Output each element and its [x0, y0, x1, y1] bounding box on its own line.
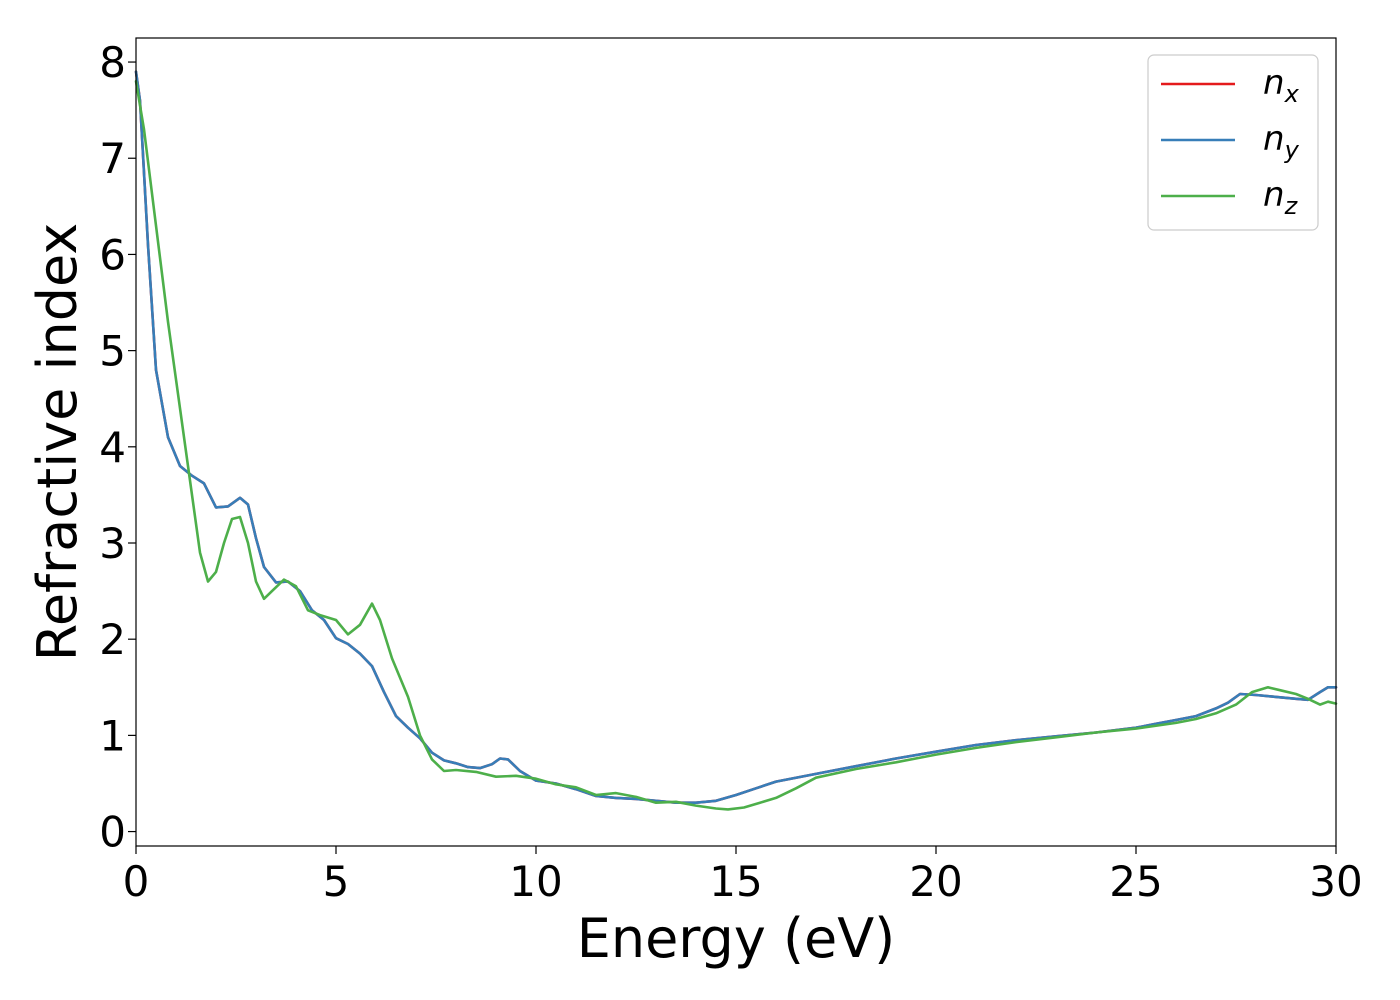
y-tick-label: 2: [99, 615, 126, 664]
y-tick-label: 0: [99, 808, 126, 857]
y-tick-label: 5: [99, 327, 126, 376]
y-axis-ticks: 0 1 2 3 4 5 6 7 8: [99, 38, 136, 857]
series-line-ny: [134, 70, 1338, 804]
x-tick-label: 10: [509, 857, 562, 906]
y-tick-label: 4: [99, 423, 126, 472]
x-tick-label: 30: [1309, 857, 1362, 906]
y-tick-label: 8: [99, 38, 126, 87]
y-tick-label: 1: [99, 711, 126, 760]
x-tick-label: 0: [123, 857, 150, 906]
y-tick-label: 7: [99, 134, 126, 183]
series-line-nz: [134, 80, 1338, 811]
plot-lines: [134, 70, 1338, 811]
legend-box: [1147, 54, 1319, 231]
x-tick-label: 5: [323, 857, 350, 906]
x-axis-label: Energy (eV): [577, 907, 896, 970]
x-tick-label: 15: [709, 857, 762, 906]
legend-label-nx: nx: [1263, 63, 1300, 108]
x-tick-label: 25: [1109, 857, 1162, 906]
x-axis-ticks: 0 5 10 15 20 25 30: [123, 846, 1363, 906]
y-tick-label: 6: [99, 230, 126, 279]
y-tick-label: 3: [99, 519, 126, 568]
legend-label-ny: ny: [1263, 119, 1300, 164]
y-axis-label: Refractive index: [26, 223, 89, 662]
legend: nx ny nz: [1147, 54, 1319, 231]
legend-label-nz: nz: [1263, 175, 1299, 220]
x-tick-label: 20: [909, 857, 962, 906]
